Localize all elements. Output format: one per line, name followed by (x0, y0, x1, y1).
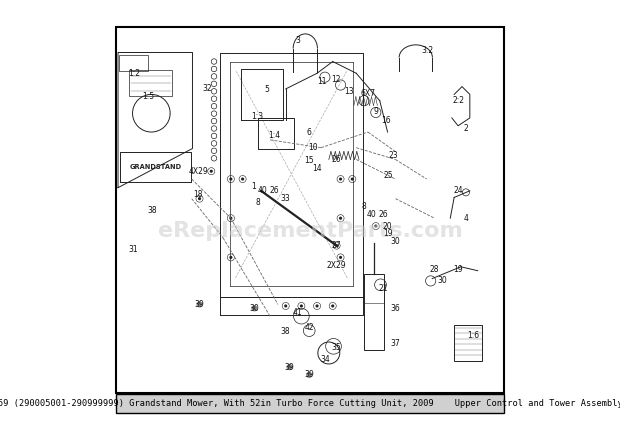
Text: 8: 8 (361, 202, 366, 211)
Text: 14: 14 (312, 163, 322, 173)
Circle shape (316, 304, 319, 307)
Circle shape (306, 372, 312, 378)
Text: 10: 10 (308, 143, 318, 152)
Text: 16: 16 (381, 116, 391, 125)
Text: 40: 40 (257, 186, 267, 195)
Text: 31: 31 (128, 245, 138, 254)
Text: 20: 20 (383, 222, 392, 230)
Circle shape (241, 177, 244, 180)
Circle shape (331, 304, 334, 307)
Circle shape (229, 217, 232, 220)
Text: 2X29: 2X29 (327, 261, 347, 270)
Text: 35: 35 (332, 343, 342, 352)
Circle shape (210, 170, 213, 173)
Circle shape (197, 301, 203, 307)
Text: 19: 19 (383, 230, 392, 238)
Text: 33: 33 (281, 194, 291, 203)
Text: 3: 3 (296, 36, 301, 45)
Text: 27: 27 (332, 241, 342, 250)
Text: 37: 37 (391, 339, 401, 348)
Text: 39: 39 (285, 363, 294, 371)
Text: 25: 25 (384, 171, 393, 180)
Bar (129, 70, 172, 95)
Text: 34: 34 (320, 355, 330, 364)
Circle shape (339, 256, 342, 259)
Text: 5: 5 (265, 85, 269, 94)
Text: 1:3: 1:3 (251, 112, 263, 121)
Circle shape (229, 177, 232, 180)
Text: eReplacementParts.com: eReplacementParts.com (157, 221, 463, 241)
Bar (364, 274, 384, 350)
Text: 30: 30 (391, 237, 401, 246)
Text: 36: 36 (391, 304, 401, 313)
Circle shape (198, 197, 201, 200)
Circle shape (339, 177, 342, 180)
Circle shape (335, 244, 338, 247)
Text: 26: 26 (332, 155, 342, 164)
Text: 30: 30 (438, 276, 447, 286)
Bar (454, 325, 482, 361)
Text: 4: 4 (464, 214, 468, 223)
Circle shape (286, 364, 293, 370)
Circle shape (351, 177, 354, 180)
Text: 13: 13 (344, 87, 354, 96)
Text: 28: 28 (430, 265, 440, 274)
Text: 1:4: 1:4 (268, 131, 280, 141)
Text: 9: 9 (373, 107, 378, 116)
Circle shape (229, 256, 232, 259)
Text: 12: 12 (330, 75, 340, 85)
Text: 1:2: 1:2 (128, 69, 140, 78)
Text: 38: 38 (148, 206, 157, 215)
Text: 15: 15 (304, 156, 314, 165)
Text: 41: 41 (293, 308, 303, 317)
Text: 2: 2 (464, 124, 468, 134)
Text: 26: 26 (269, 186, 279, 195)
Text: 32: 32 (203, 85, 212, 93)
Circle shape (339, 217, 342, 220)
Text: 30: 30 (249, 304, 259, 313)
Text: 1:5: 1:5 (143, 92, 154, 101)
Text: 19: 19 (453, 265, 463, 274)
Text: 6X7: 6X7 (360, 89, 376, 98)
Text: 38: 38 (281, 327, 291, 336)
Text: 40: 40 (367, 210, 377, 219)
Text: 39: 39 (195, 300, 205, 309)
Text: 23: 23 (388, 151, 398, 160)
Bar (116, 394, 504, 413)
Text: 1:6: 1:6 (467, 331, 480, 340)
Text: 11: 11 (317, 78, 327, 86)
Text: Toro 79559 (290005001-290999999) Grandstand Mower, With 52in Turbo Force Cutting: Toro 79559 (290005001-290999999) Grandst… (0, 399, 620, 408)
Text: 2:2: 2:2 (453, 96, 465, 105)
Text: 1: 1 (251, 182, 255, 191)
Text: 21: 21 (379, 284, 388, 293)
Text: GRANDSTAND: GRANDSTAND (129, 164, 181, 170)
Circle shape (300, 304, 303, 307)
Text: 42: 42 (304, 323, 314, 332)
Circle shape (374, 225, 378, 228)
Text: 39: 39 (304, 371, 314, 379)
Text: 6: 6 (307, 128, 312, 138)
Text: 4X29: 4X29 (188, 167, 208, 176)
Text: 3:2: 3:2 (422, 46, 433, 55)
Text: 26: 26 (379, 210, 389, 219)
Text: 8: 8 (256, 198, 260, 207)
Text: 24: 24 (453, 186, 463, 195)
Bar (119, 55, 148, 71)
Text: 18: 18 (193, 190, 203, 199)
Circle shape (284, 304, 287, 307)
Circle shape (251, 305, 257, 311)
